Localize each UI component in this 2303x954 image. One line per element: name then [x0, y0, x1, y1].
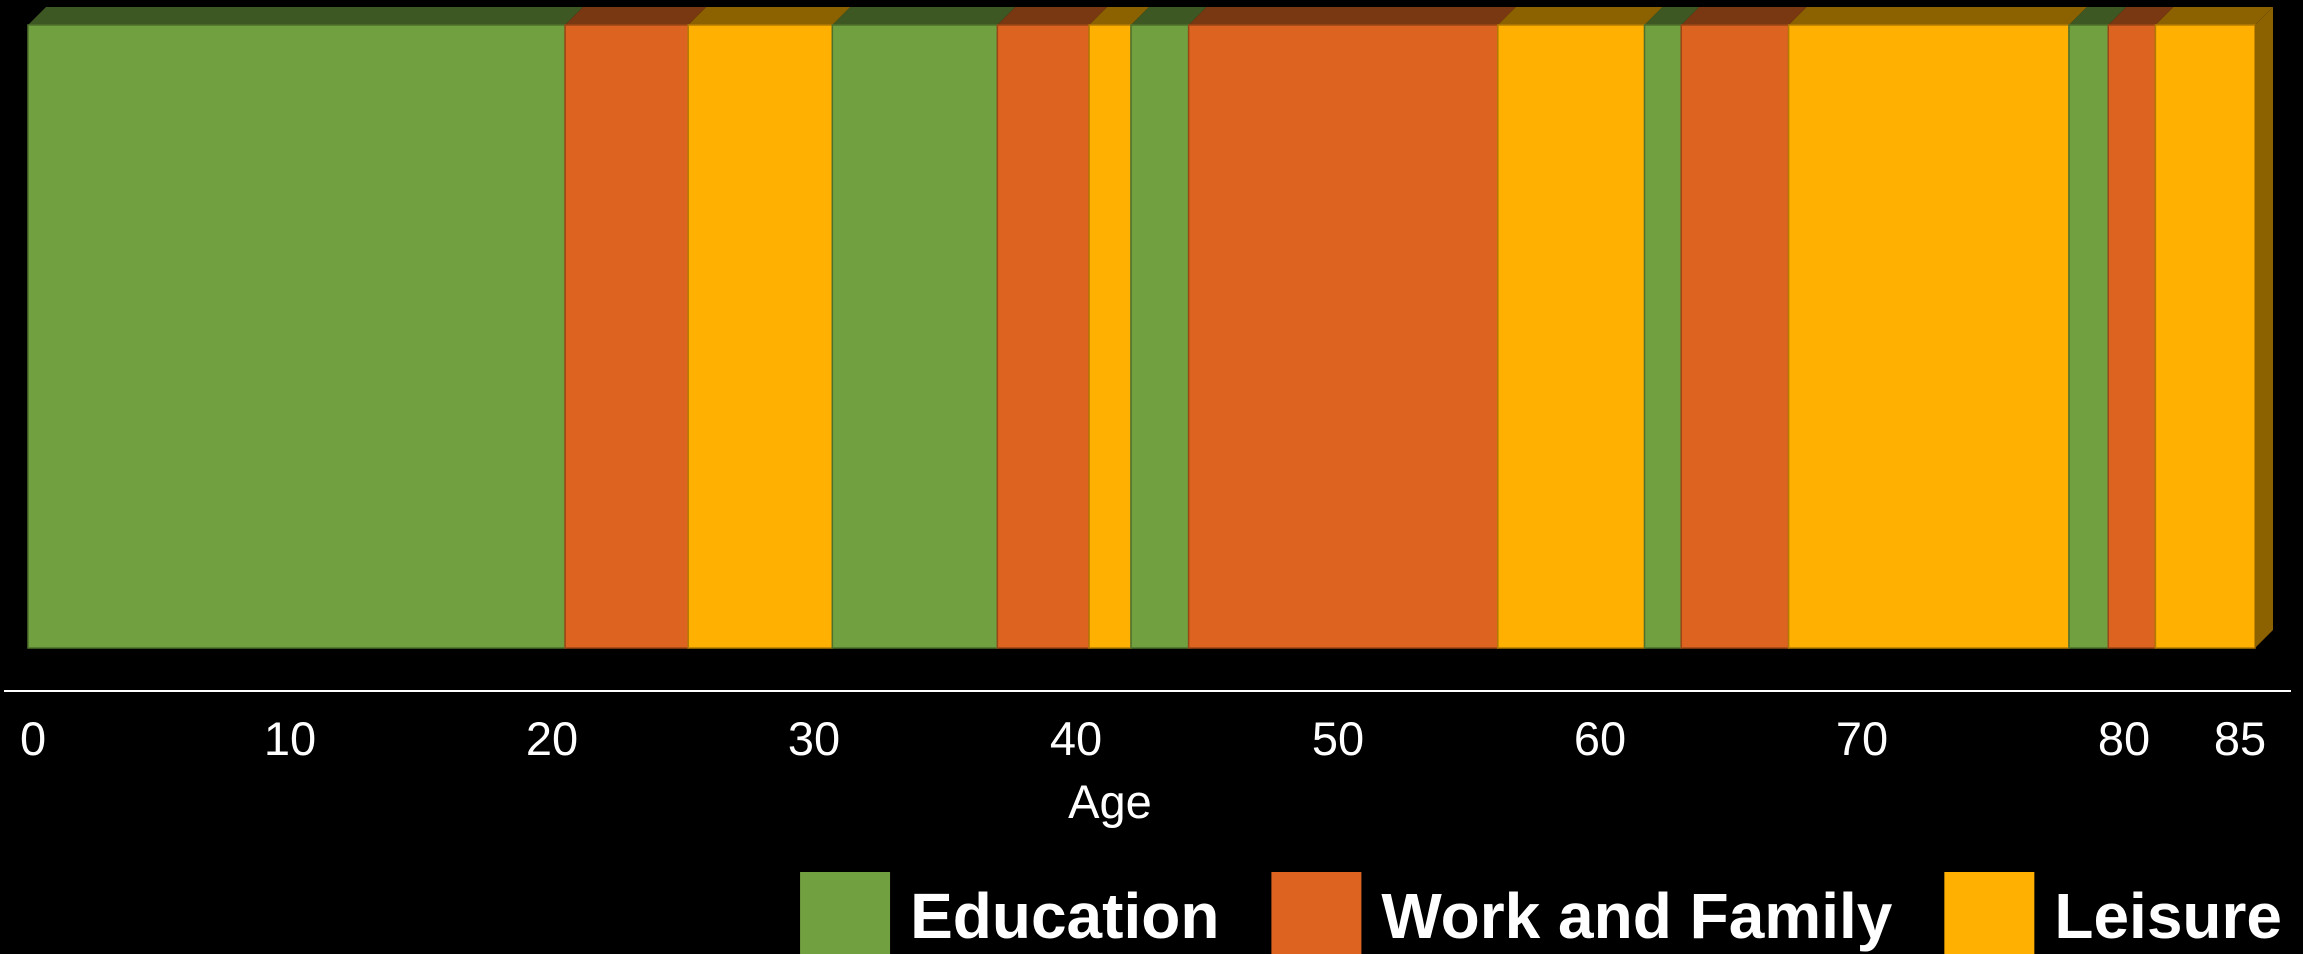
- bar-segment-education-12: [2068, 24, 2110, 649]
- bar-segment-leisure-2: [687, 24, 834, 649]
- bar-segment-work-7: [1187, 24, 1499, 649]
- bar-top-work-4: [997, 7, 1108, 25]
- bar-top-leisure-14: [2155, 7, 2273, 25]
- bar-top-leisure-8: [1497, 7, 1663, 25]
- bar-segment-work-10: [1680, 24, 1790, 649]
- bar-segment-education-0: [27, 24, 566, 649]
- bar-segment-leisure-5: [1088, 24, 1132, 649]
- x-axis-title: Age: [1068, 775, 1152, 828]
- tick-label-60: 60: [1574, 712, 1626, 765]
- tick-label-0: 0: [20, 712, 46, 765]
- bar-top-work-1: [565, 7, 707, 25]
- tick-label-10: 10: [264, 712, 316, 765]
- bar-segment-work-1: [564, 24, 689, 649]
- bar-top-work-13: [2108, 7, 2174, 25]
- tick-label-20: 20: [526, 712, 578, 765]
- bar-segment-education-9: [1643, 24, 1682, 649]
- tick-label-50: 50: [1312, 712, 1364, 765]
- bar-top-leisure-2: [688, 7, 851, 25]
- legend-swatch-work: [1271, 872, 1362, 954]
- tick-label-80: 80: [2098, 712, 2150, 765]
- bar-top-leisure-5: [1089, 7, 1150, 25]
- legend-label-leisure: Leisure: [2054, 880, 2282, 952]
- x-axis-ticks: 0 10 20 30 40 50 60 70 80 85: [20, 712, 2266, 765]
- bar-top-education-9: [1644, 7, 1700, 25]
- bar-segment-work-13: [2107, 24, 2157, 649]
- legend-swatch-leisure: [1944, 872, 2035, 954]
- bar-segment-work-4: [996, 24, 1090, 649]
- bar-side-face: [2255, 7, 2273, 648]
- tick-label-85: 85: [2214, 712, 2266, 765]
- bar-top-education-0: [28, 7, 584, 25]
- bar-top-work-7: [1188, 7, 1516, 25]
- bar-segment-education-3: [831, 24, 999, 649]
- bar-group: [27, 7, 2273, 649]
- legend-label-education: Education: [910, 880, 1219, 952]
- bar-top-education-6: [1131, 7, 1207, 25]
- bar-top-work-10: [1681, 7, 1807, 25]
- tick-label-30: 30: [788, 712, 840, 765]
- legend-swatch-education: [800, 872, 891, 954]
- bar-segment-leisure-14: [2154, 24, 2256, 649]
- bar-top-leisure-11: [1788, 7, 2087, 25]
- bar-segment-education-6: [1130, 24, 1190, 649]
- tick-label-70: 70: [1836, 712, 1888, 765]
- bar-segment-leisure-8: [1497, 24, 1646, 649]
- legend: Education Work and Family Leisure: [800, 872, 2282, 954]
- tick-label-40: 40: [1050, 712, 1102, 765]
- bar-segment-leisure-11: [1787, 24, 2070, 649]
- legend-label-work: Work and Family: [1381, 880, 1892, 952]
- bar-top-education-3: [832, 7, 1016, 25]
- bar-top-education-12: [2068, 7, 2127, 25]
